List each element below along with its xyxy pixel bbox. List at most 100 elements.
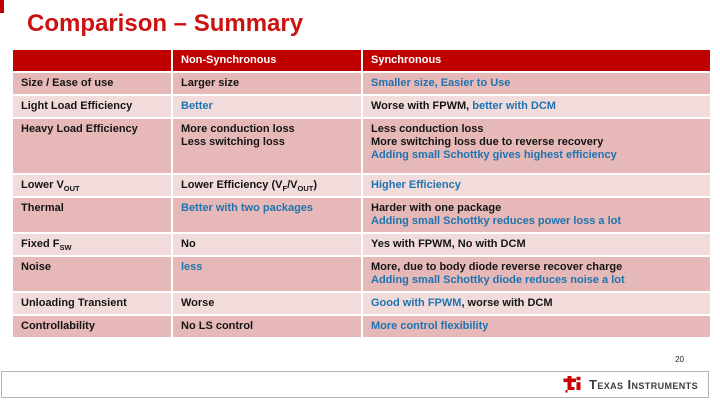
text-segment: More conduction loss (181, 123, 295, 135)
cell-line: No LS control (181, 320, 355, 333)
table-row-label: Thermal (13, 198, 171, 232)
cell-line: Lower VOUT (21, 179, 165, 192)
table-non-sync-cell: Larger size (173, 73, 361, 94)
table-non-sync-cell: Better (173, 96, 361, 117)
text-segment: Lower Efficiency (V (181, 179, 283, 191)
text-segment: Adding small Schottky diode reduces nois… (371, 274, 625, 286)
cell-line: More control flexibility (371, 320, 704, 333)
column-header-label: Synchronous (371, 54, 442, 66)
table-sync-cell: Yes with FPWM, No with DCM (363, 234, 710, 255)
text-segment: better with DCM (472, 100, 556, 112)
cell-line: Adding small Schottky diode reduces nois… (371, 274, 704, 287)
text-segment: Worse with FPWM, (371, 100, 473, 112)
table-row-label: Unloading Transient (13, 293, 171, 314)
comparison-table: Non-Synchronous Synchronous Size / Ease of… (13, 50, 710, 337)
subscript-text: SW (59, 243, 72, 253)
cell-line: Higher Efficiency (371, 179, 704, 192)
cell-line: less (181, 261, 355, 274)
subscript-text: F (282, 184, 288, 194)
table-non-sync-cell: No (173, 234, 361, 255)
cell-line: Smaller size, Easier to Use (371, 77, 704, 90)
cell-line: Heavy Load Efficiency (21, 123, 165, 136)
table-sync-cell: Good with FPWM, worse with DCM (363, 293, 710, 314)
text-segment: More, due to body diode reverse recover … (371, 261, 623, 273)
cell-line: Light Load Efficiency (21, 100, 165, 113)
subscript-text: OUT (297, 184, 314, 194)
cell-line: Lower Efficiency (VF/VOUT) (181, 179, 355, 192)
cell-line: Worse with FPWM, better with DCM (371, 100, 704, 113)
cell-line: Thermal (21, 202, 165, 215)
text-segment: Heavy Load Efficiency (21, 123, 138, 135)
text-segment: Fixed F (21, 238, 60, 250)
text-segment: Noise (21, 261, 51, 273)
text-segment: Larger size (181, 77, 240, 89)
table-sync-cell: More, due to body diode reverse recover … (363, 257, 710, 291)
table-non-sync-cell: less (173, 257, 361, 291)
table-sync-cell: Higher Efficiency (363, 175, 710, 196)
text-segment: Better with two packages (181, 202, 314, 214)
text-segment: More switching loss due to reverse recov… (371, 136, 604, 148)
ti-logo: Texas Instruments (563, 375, 698, 394)
table-row-label: Lower VOUT (13, 175, 171, 196)
text-segment: Good with FPWM (371, 297, 462, 309)
cell-line: Better (181, 100, 355, 113)
table-row-label: Heavy Load Efficiency (13, 119, 171, 173)
text-segment: less (181, 261, 203, 273)
text-segment: Less switching loss (181, 136, 285, 148)
text-segment: , worse with DCM (461, 297, 553, 309)
page-number: 20 (675, 355, 684, 364)
column-header-synchronous: Synchronous (363, 50, 710, 71)
text-segment: Worse (181, 297, 215, 309)
subscript-text: OUT (63, 184, 80, 194)
cell-line: Noise (21, 261, 165, 274)
text-segment: Light Load Efficiency (21, 100, 133, 112)
table-sync-cell: Smaller size, Easier to Use (363, 73, 710, 94)
table-sync-cell: More control flexibility (363, 316, 710, 337)
table-sync-cell: Worse with FPWM, better with DCM (363, 96, 710, 117)
cell-line: Larger size (181, 77, 355, 90)
text-segment: Adding small Schottky gives highest effi… (371, 149, 617, 161)
text-segment: Lower V (21, 179, 64, 191)
cell-line: Less conduction loss (371, 123, 704, 136)
text-segment: ) (313, 179, 317, 191)
table-row-label: Noise (13, 257, 171, 291)
ti-logo-text: Texas Instruments (589, 377, 698, 392)
text-segment: Thermal (21, 202, 64, 214)
table-row-label: Controllability (13, 316, 171, 337)
text-segment: Smaller size, Easier to Use (371, 77, 511, 89)
cell-line: More, due to body diode reverse recover … (371, 261, 704, 274)
text-segment: Unloading Transient (21, 297, 127, 309)
cell-line: Less switching loss (181, 136, 355, 149)
table-row-label: Fixed FSW (13, 234, 171, 255)
cell-line: Good with FPWM, worse with DCM (371, 297, 704, 310)
column-header-label: Non-Synchronous (181, 54, 277, 66)
cell-line: Adding small Schottky reduces power loss… (371, 215, 704, 228)
cell-line: Size / Ease of use (21, 77, 165, 90)
text-segment: Adding small Schottky reduces power loss… (371, 215, 622, 227)
text-segment: Higher Efficiency (371, 179, 461, 191)
cell-line: Harder with one package (371, 202, 704, 215)
text-segment: No (181, 238, 196, 250)
cell-line: Unloading Transient (21, 297, 165, 310)
cell-line: Better with two packages (181, 202, 355, 215)
cell-line: Adding small Schottky gives highest effi… (371, 149, 704, 162)
table-row-label: Light Load Efficiency (13, 96, 171, 117)
cell-line: Yes with FPWM, No with DCM (371, 238, 704, 251)
column-header-blank (13, 50, 171, 71)
page-title: Comparison – Summary (27, 10, 304, 37)
table-row-label: Size / Ease of use (13, 73, 171, 94)
text-segment: Harder with one package (371, 202, 502, 214)
table-sync-cell: Harder with one package Adding small Scho… (363, 198, 710, 232)
text-segment: Better (181, 100, 213, 112)
top-left-accent-bar (0, 0, 4, 13)
table-non-sync-cell: Worse (173, 293, 361, 314)
cell-line: No (181, 238, 355, 251)
text-segment: Size / Ease of use (21, 77, 114, 89)
text-segment: No LS control (181, 320, 254, 332)
cell-line: More conduction loss (181, 123, 355, 136)
text-segment: Less conduction loss (371, 123, 484, 135)
ti-bug-icon (563, 375, 581, 393)
text-segment: Controllability (21, 320, 95, 332)
footer-bar: Texas Instruments (1, 371, 709, 398)
cell-line: Worse (181, 297, 355, 310)
